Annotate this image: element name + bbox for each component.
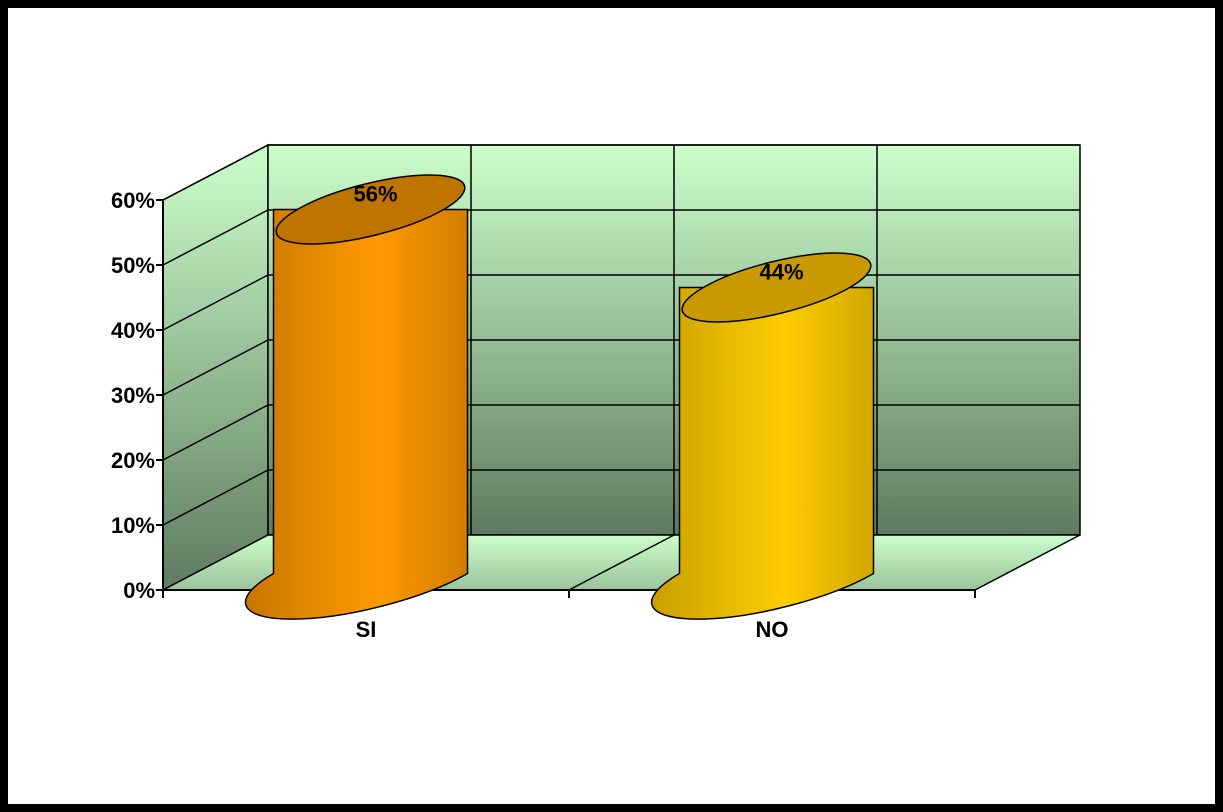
y-tick-label: 40% [111, 318, 155, 343]
y-tick-label: 60% [111, 188, 155, 213]
chart-bars [244, 174, 875, 620]
y-tick-label: 50% [111, 253, 155, 278]
gridline [162, 144, 1080, 201]
floor-divider [568, 534, 675, 591]
y-tick-label: 0% [123, 578, 155, 603]
category-label: SI [356, 617, 377, 642]
chart-labels: 56% SI 44% NO [353, 182, 803, 643]
bar-si [244, 174, 469, 620]
data-label: 44% [759, 260, 803, 285]
bar-top [681, 252, 872, 323]
gridline [162, 209, 1080, 266]
data-label: 56% [353, 182, 397, 207]
bar-body [650, 286, 875, 620]
bar-top [275, 174, 466, 245]
bar-body [244, 208, 469, 620]
y-tick-label: 20% [111, 448, 155, 473]
bar-no [650, 252, 875, 620]
y-tick-label: 30% [111, 383, 155, 408]
category-label: NO [756, 617, 789, 642]
y-tick-label: 10% [111, 513, 155, 538]
